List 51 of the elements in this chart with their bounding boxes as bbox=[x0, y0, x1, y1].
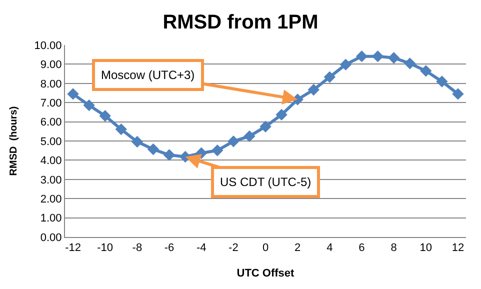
x-tick-label: 10 bbox=[420, 242, 432, 254]
point bbox=[308, 84, 320, 96]
x-tick-label: 0 bbox=[262, 242, 269, 254]
x-tick-label: 12 bbox=[452, 242, 464, 254]
point bbox=[67, 88, 79, 100]
x-axis-title: UTC Offset bbox=[236, 267, 295, 280]
point bbox=[388, 52, 400, 64]
y-tick-label: 6.00 bbox=[40, 116, 62, 129]
point bbox=[228, 136, 240, 148]
point bbox=[324, 71, 336, 83]
point bbox=[83, 99, 95, 112]
point bbox=[276, 108, 288, 121]
y-tick-label: 2.00 bbox=[40, 193, 62, 206]
chart-title: RMSD from 1PM bbox=[162, 11, 318, 34]
x-tick-label: -6 bbox=[164, 242, 174, 254]
point bbox=[372, 50, 384, 62]
point bbox=[436, 76, 448, 88]
x-tick-label: -8 bbox=[132, 242, 142, 254]
y-tick-label: 1.00 bbox=[40, 212, 62, 225]
point bbox=[452, 88, 464, 100]
x-tick-label: -2 bbox=[228, 242, 238, 254]
annotation: Moscow (UTC+3) bbox=[101, 68, 195, 82]
point bbox=[356, 50, 368, 62]
point bbox=[260, 120, 272, 132]
y-tick-label: 9.00 bbox=[40, 59, 62, 72]
point bbox=[131, 136, 144, 148]
x-tick-label: -12 bbox=[65, 242, 81, 254]
y-tick-label: 4.00 bbox=[40, 155, 62, 168]
x-tick-label: 4 bbox=[326, 242, 333, 254]
point bbox=[420, 65, 432, 77]
annotation: US CDT (UTC-5) bbox=[220, 175, 312, 189]
y-tick-label: 0.00 bbox=[40, 232, 62, 244]
y-tick-label: 8.00 bbox=[40, 78, 62, 90]
y-tick-label: 3.00 bbox=[40, 174, 62, 186]
x-tick-label: 6 bbox=[358, 242, 365, 254]
point bbox=[404, 58, 416, 70]
x-tick-label: -10 bbox=[97, 242, 114, 254]
point bbox=[99, 110, 111, 122]
x-tick-label: 8 bbox=[390, 242, 397, 254]
x-tick-label: -4 bbox=[196, 242, 206, 254]
point bbox=[212, 144, 224, 156]
y-tick-label: 5.00 bbox=[40, 136, 62, 148]
y-axis-title: RMSD (hours) bbox=[8, 106, 20, 176]
y-tick-label: 7.00 bbox=[40, 97, 62, 110]
point bbox=[340, 58, 352, 70]
point bbox=[147, 143, 160, 156]
point bbox=[244, 130, 256, 142]
x-tick-label: 2 bbox=[294, 242, 301, 254]
point bbox=[163, 149, 176, 161]
y-tick-label: 10.00 bbox=[34, 40, 62, 52]
point bbox=[115, 123, 127, 136]
